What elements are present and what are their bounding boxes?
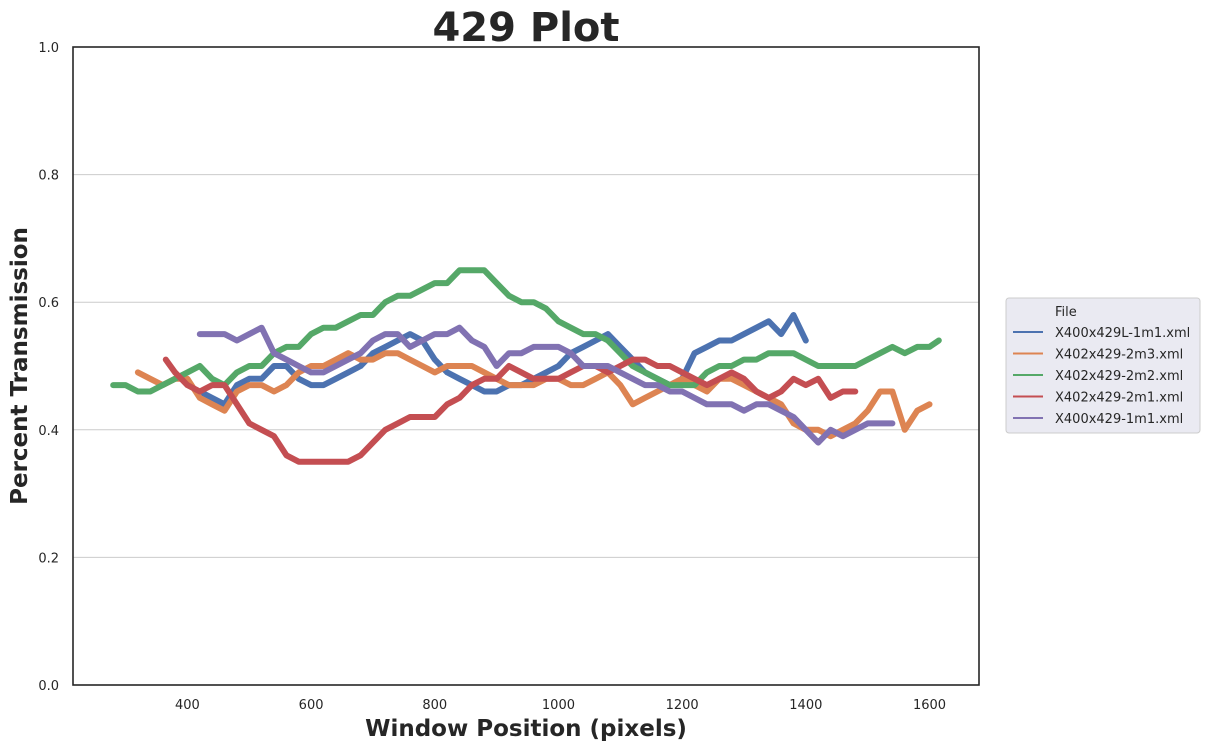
x-tick-label: 600: [299, 698, 324, 713]
chart-title: 429 Plot: [432, 5, 619, 51]
series-line-1: [196, 312, 809, 408]
y-tick-label: 0.8: [38, 169, 59, 184]
x-axis-label: Window Position (pixels): [365, 716, 687, 742]
x-tick-label: 800: [422, 698, 447, 713]
series-line-4: [162, 356, 859, 465]
x-tick-label: 1600: [913, 698, 946, 713]
y-tick-label: 0.0: [38, 679, 59, 694]
x-tick-label: 400: [175, 698, 200, 713]
x-tick-label: 1200: [666, 698, 699, 713]
series-lines: [110, 267, 942, 465]
y-tick-label: 0.2: [38, 551, 59, 566]
y-tick-label: 0.6: [38, 296, 59, 311]
legend-item-label: X402x429-2m1.xml: [1055, 391, 1183, 406]
x-axis-ticks: 400 600 800 1000 1200 1400 1600: [175, 698, 946, 713]
y-tick-label: 1.0: [38, 41, 59, 56]
legend: File X400x429L-1m1.xmlX402x429-2m3.xmlX4…: [1005, 297, 1201, 434]
y-tick-label: 0.4: [38, 424, 59, 439]
legend-item-label: X402x429-2m3.xml: [1055, 348, 1183, 363]
legend-items: X400x429L-1m1.xml X402x429-2m3.xml X402x42…: [1013, 326, 1190, 427]
x-tick-label: 1400: [789, 698, 822, 713]
legend-item-label: X400x429L-1m1.xml: [1055, 326, 1190, 341]
x-tick-label: 1000: [542, 698, 575, 713]
legend-item-label: X402x429-2m2.xml: [1055, 369, 1183, 384]
plot-frame: [72, 46, 980, 686]
y-axis-label: Percent Transmission: [7, 227, 33, 505]
series-line-5: [196, 324, 896, 446]
y-axis-ticks: 0.0 0.2 0.4 0.6 0.8 1.0: [38, 41, 59, 694]
legend-item-label: X400x429-1m1.xml: [1055, 412, 1183, 427]
series-line-3: [110, 267, 942, 395]
legend-box: [1005, 297, 1201, 434]
legend-title: File: [1055, 305, 1077, 320]
